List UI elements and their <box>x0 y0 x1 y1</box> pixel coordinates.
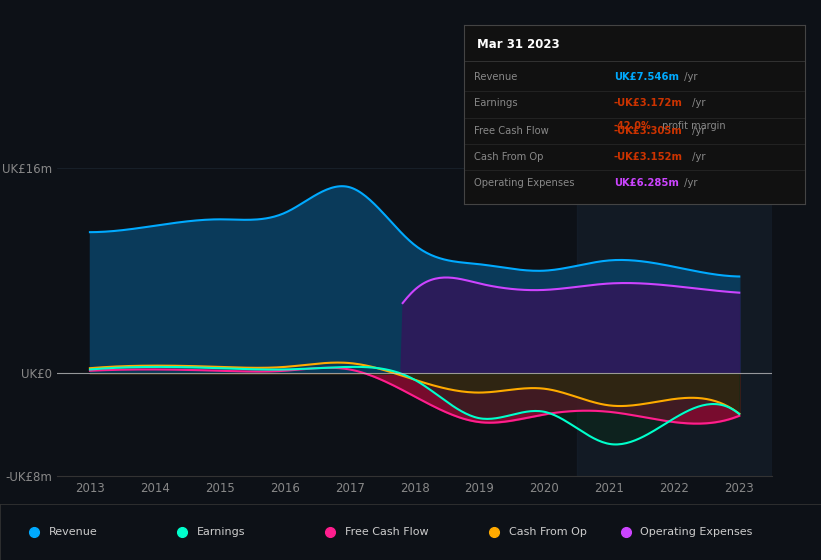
Text: -42.0%: -42.0% <box>614 121 652 131</box>
Text: -UK£3.305m: -UK£3.305m <box>614 125 682 136</box>
Text: Operating Expenses: Operating Expenses <box>640 527 753 537</box>
Text: Revenue: Revenue <box>474 72 517 82</box>
Text: /yr: /yr <box>689 125 705 136</box>
Text: Free Cash Flow: Free Cash Flow <box>474 125 548 136</box>
Text: profit margin: profit margin <box>658 121 726 131</box>
Text: -UK£3.172m: -UK£3.172m <box>614 98 682 108</box>
Text: /yr: /yr <box>681 178 698 188</box>
Text: /yr: /yr <box>681 72 698 82</box>
Text: /yr: /yr <box>689 152 705 161</box>
Bar <box>577 168 772 476</box>
Text: /yr: /yr <box>689 98 705 108</box>
Text: Revenue: Revenue <box>49 527 98 537</box>
Text: Operating Expenses: Operating Expenses <box>474 178 575 188</box>
Text: UK£7.546m: UK£7.546m <box>614 72 679 82</box>
Text: Free Cash Flow: Free Cash Flow <box>345 527 429 537</box>
Text: Earnings: Earnings <box>474 98 518 108</box>
Text: UK£6.285m: UK£6.285m <box>614 178 679 188</box>
Text: Mar 31 2023: Mar 31 2023 <box>478 38 560 51</box>
Text: -UK£3.152m: -UK£3.152m <box>614 152 683 161</box>
Text: Cash From Op: Cash From Op <box>474 152 544 161</box>
Text: Earnings: Earnings <box>197 527 245 537</box>
Text: Cash From Op: Cash From Op <box>509 527 587 537</box>
